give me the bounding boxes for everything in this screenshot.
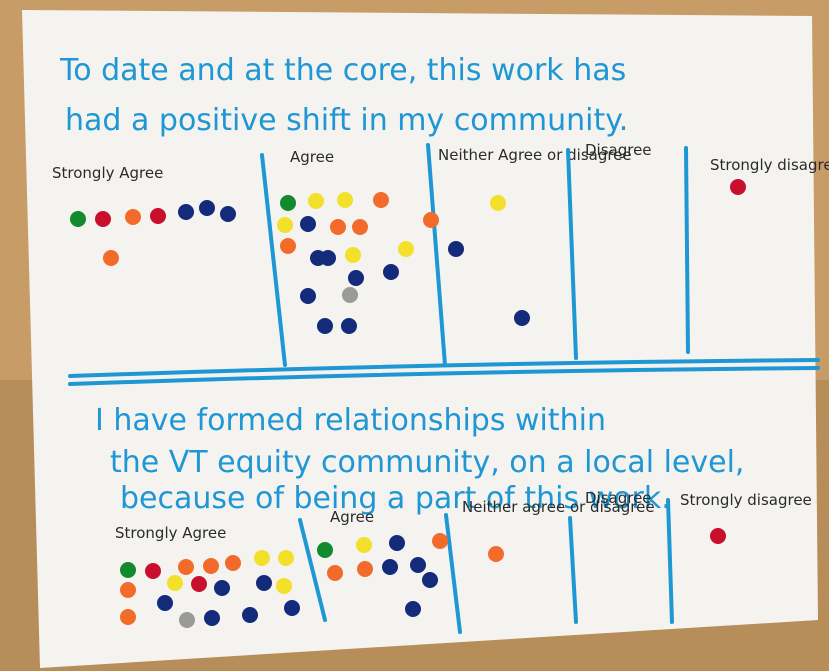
vote-dot: [423, 212, 439, 228]
vote-dot: [95, 211, 111, 227]
vote-dot: [320, 250, 336, 266]
column-divider: [260, 153, 287, 367]
column-label: Strongly disagree: [680, 491, 812, 509]
question-title-line: To date and at the core, this work has: [59, 53, 626, 88]
vote-dot: [150, 208, 166, 224]
vote-dot: [214, 580, 230, 596]
vote-dot: [448, 241, 464, 257]
section-divider: [68, 358, 820, 378]
question-title: To date and at the core, this work has h…: [59, 53, 636, 138]
vote-dot: [225, 555, 241, 571]
column-label: Disagree: [585, 141, 652, 159]
vote-dot: [178, 204, 194, 220]
vote-dot: [356, 537, 372, 553]
vote-dot: [373, 192, 389, 208]
vote-dot: [317, 318, 333, 334]
vote-dot: [300, 216, 316, 232]
vote-dot: [405, 601, 421, 617]
column-labels: Strongly Agree Agree Neither Agree or di…: [52, 141, 829, 182]
vote-dots: [70, 179, 746, 628]
vote-dot: [280, 195, 296, 211]
vote-dot: [280, 238, 296, 254]
vote-dot: [308, 193, 324, 209]
vote-dot: [383, 264, 399, 280]
vote-dot: [300, 288, 316, 304]
vote-dot: [167, 575, 183, 591]
vote-dot: [277, 217, 293, 233]
vote-dot: [490, 195, 506, 211]
vote-dot: [179, 612, 195, 628]
vote-dot: [220, 206, 236, 222]
vote-dot: [145, 563, 161, 579]
vote-dot: [341, 318, 357, 334]
vote-dot: [327, 565, 343, 581]
column-label: Strongly disagree: [710, 156, 829, 174]
question-title-line: the VT equity community, on a local leve…: [110, 445, 744, 480]
vote-dot: [348, 270, 364, 286]
column-divider: [298, 518, 327, 622]
column-label: Neither Agree or disagree: [438, 146, 632, 164]
vote-dot: [488, 546, 504, 562]
vote-dot: [178, 559, 194, 575]
column-label: Strongly Agree: [115, 524, 226, 542]
vote-dot: [352, 219, 368, 235]
vote-dot: [278, 550, 294, 566]
vote-dot: [398, 241, 414, 257]
vote-dot: [204, 610, 220, 626]
column-divider: [666, 498, 674, 624]
column-label: Agree: [330, 508, 374, 526]
vote-dot: [330, 219, 346, 235]
vote-dot: [317, 542, 333, 558]
vote-dot: [422, 572, 438, 588]
column-label: Strongly Agree: [52, 164, 163, 182]
vote-dot: [120, 609, 136, 625]
vote-dot: [125, 209, 141, 225]
vote-dot: [103, 250, 119, 266]
vote-dot: [342, 287, 358, 303]
column-divider: [426, 143, 447, 367]
vote-dot: [382, 559, 398, 575]
question-title: I have formed relationships within the V…: [95, 403, 754, 516]
vote-dot: [514, 310, 530, 326]
vote-dot: [389, 535, 405, 551]
column-label: Disagree: [585, 489, 652, 507]
vote-dot: [345, 247, 361, 263]
question-title-line: because of being a part of this work.: [120, 481, 671, 516]
column-divider: [568, 516, 578, 624]
column-divider: [444, 513, 462, 634]
vote-dot: [242, 607, 258, 623]
question-title-line: I have formed relationships within: [95, 403, 606, 438]
column-label: Agree: [290, 148, 334, 166]
vote-dot: [284, 600, 300, 616]
column-label: Neither agree or disagree: [462, 498, 655, 516]
paper: [22, 10, 818, 668]
vote-dot: [357, 561, 373, 577]
vote-dot: [276, 578, 292, 594]
column-divider: [566, 148, 578, 360]
vote-dot: [710, 528, 726, 544]
vote-dot: [203, 558, 219, 574]
question-title-line: had a positive shift in my community.: [65, 103, 628, 138]
vote-dot: [191, 576, 207, 592]
vote-dot: [70, 211, 86, 227]
vote-dot: [730, 179, 746, 195]
vote-dot: [254, 550, 270, 566]
vote-dot: [337, 192, 353, 208]
vote-dot: [157, 595, 173, 611]
vote-dot: [120, 562, 136, 578]
column-labels: Strongly Agree Agree Neither agree or di…: [115, 489, 812, 542]
vote-dot: [432, 533, 448, 549]
vote-dot: [120, 582, 136, 598]
column-divider: [684, 146, 690, 354]
section-divider: [68, 366, 820, 386]
vote-dot: [199, 200, 215, 216]
vote-dot: [410, 557, 426, 573]
vote-dot: [256, 575, 272, 591]
